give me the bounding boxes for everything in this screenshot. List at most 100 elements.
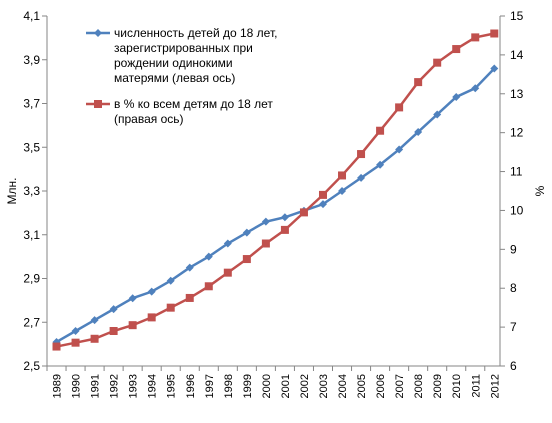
x-tick-label: 1998 [223, 374, 235, 398]
x-tick-label: 1997 [204, 374, 216, 398]
data-point [452, 45, 461, 54]
data-point [71, 327, 80, 335]
x-tick-label: 1992 [109, 374, 121, 398]
data-point [128, 321, 137, 330]
data-point [147, 287, 156, 296]
x-tick-label: 2011 [470, 374, 482, 398]
x-tick-label: 2002 [299, 374, 311, 398]
right-tick-label: 6 [510, 359, 517, 373]
left-tick-label: 3,1 [23, 228, 40, 242]
right-tick-label: 12 [510, 126, 524, 140]
x-tick-label: 1989 [52, 374, 64, 398]
data-point [414, 127, 423, 136]
legend-label-line: (правая ось) [114, 112, 184, 126]
data-point [261, 239, 270, 248]
data-point [318, 200, 327, 209]
data-point [338, 171, 347, 180]
x-tick-label: 2003 [318, 374, 330, 398]
right-tick-label: 13 [510, 87, 524, 101]
data-point [185, 293, 194, 302]
x-tick-label: 1993 [128, 374, 140, 398]
left-tick-label: 3,9 [23, 53, 40, 67]
x-tick-label: 2009 [432, 374, 444, 398]
data-point [204, 252, 213, 261]
data-point [52, 342, 61, 351]
data-point [357, 150, 366, 159]
data-point [490, 64, 499, 73]
right-tick-label: 11 [510, 165, 523, 179]
data-point [71, 338, 80, 347]
right-tick-label: 9 [510, 242, 517, 256]
right-tick-label: 14 [510, 48, 524, 62]
x-tick-label: 1995 [166, 374, 178, 398]
data-point [490, 29, 499, 38]
x-tick-label: 2001 [280, 374, 292, 398]
x-tick-label: 1991 [90, 374, 102, 398]
data-point [109, 305, 118, 314]
right-tick-label: 15 [510, 9, 524, 23]
x-tick-label: 2008 [413, 374, 425, 398]
data-point [395, 103, 404, 112]
data-point [242, 255, 251, 264]
x-tick-label: 2000 [261, 374, 273, 398]
x-tick-label: 1990 [71, 374, 83, 398]
data-point [147, 313, 156, 322]
legend-label-line: численность детей до 18 лет, [114, 26, 277, 40]
legend-label-line: матерями (левая ось) [114, 71, 235, 85]
x-tick-label: 2004 [337, 374, 349, 398]
legend-label-line: зарегистрированных при [114, 41, 253, 55]
data-point [109, 327, 118, 335]
data-point [166, 276, 175, 285]
legend-label-line: рождении одинокими [114, 56, 233, 70]
data-point [452, 92, 461, 101]
x-tick-label: 1999 [242, 374, 254, 398]
x-tick-label: 2010 [451, 374, 463, 398]
right-tick-label: 10 [510, 203, 524, 217]
data-point [338, 187, 347, 195]
x-tick-label: 1994 [147, 374, 159, 398]
x-tick-label: 2005 [356, 374, 368, 398]
data-point [471, 84, 480, 93]
data-point [166, 303, 175, 312]
data-point [223, 268, 232, 277]
left-tick-label: 2,7 [23, 315, 40, 329]
x-tick-label: 2012 [489, 374, 501, 398]
data-point [280, 213, 289, 222]
data-point [90, 316, 99, 325]
data-point [376, 160, 385, 169]
data-point [204, 282, 213, 291]
data-point [299, 208, 308, 217]
legend-marker [94, 100, 102, 108]
data-point [433, 58, 442, 67]
legend: численность детей до 18 лет,зарегистриро… [86, 26, 277, 126]
right-tick-label: 8 [510, 281, 517, 295]
data-point [242, 228, 251, 237]
left-axis-title: Млн. [5, 178, 19, 205]
x-tick-label: 2006 [375, 374, 387, 398]
data-point [357, 173, 366, 182]
right-axis-title: % [533, 185, 547, 196]
data-point [318, 190, 327, 199]
left-tick-label: 3,7 [23, 97, 40, 111]
data-point [395, 145, 404, 154]
data-point [90, 334, 99, 343]
data-point [128, 294, 137, 303]
series-2 [52, 29, 499, 351]
legend-label-line: в % ко всем детям до 18 лет [114, 97, 273, 111]
axes: 2,5 2,7 2,9 3,1 3,3 3,5 3,7 3,9 4,1 6 7 8 9 10 11 12 13 1… [5, 9, 547, 398]
legend-marker [94, 29, 102, 37]
left-tick-label: 3,3 [23, 184, 40, 198]
data-point [261, 217, 270, 226]
x-tick-label: 1996 [185, 374, 197, 398]
data-point [280, 225, 289, 234]
series-line [55, 67, 496, 344]
x-tick-label: 2007 [394, 374, 406, 398]
left-tick-label: 4,1 [23, 9, 40, 23]
data-point [433, 110, 442, 119]
right-tick-label: 7 [510, 320, 517, 334]
left-tick-label: 3,5 [23, 140, 40, 154]
left-tick-label: 2,5 [23, 359, 40, 373]
data-point [471, 33, 480, 42]
legend-entry-2: в % ко всем детям до 18 лет(правая ось) [86, 97, 273, 126]
